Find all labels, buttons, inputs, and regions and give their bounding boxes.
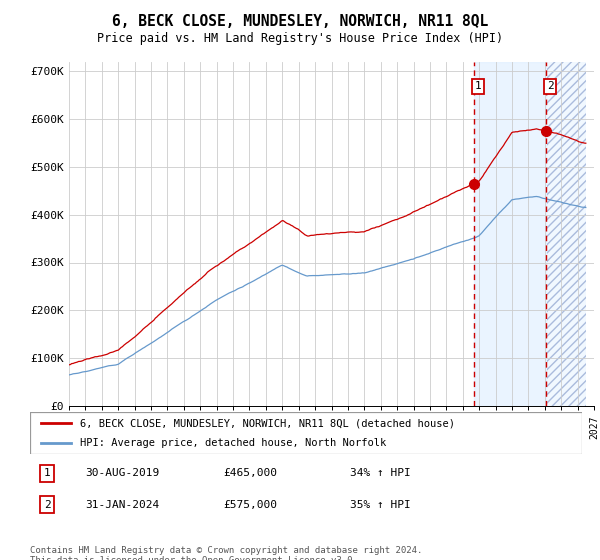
Text: 1: 1 (475, 81, 481, 91)
Text: £575,000: £575,000 (223, 500, 277, 510)
Text: 35% ↑ HPI: 35% ↑ HPI (350, 500, 411, 510)
Text: 6, BECK CLOSE, MUNDESLEY, NORWICH, NR11 8QL (detached house): 6, BECK CLOSE, MUNDESLEY, NORWICH, NR11 … (80, 418, 455, 428)
Text: Price paid vs. HM Land Registry's House Price Index (HPI): Price paid vs. HM Land Registry's House … (97, 32, 503, 45)
Text: 1: 1 (44, 468, 50, 478)
Text: £465,000: £465,000 (223, 468, 277, 478)
Text: 6, BECK CLOSE, MUNDESLEY, NORWICH, NR11 8QL: 6, BECK CLOSE, MUNDESLEY, NORWICH, NR11 … (112, 14, 488, 29)
Text: 2: 2 (44, 500, 50, 510)
Text: 34% ↑ HPI: 34% ↑ HPI (350, 468, 411, 478)
Text: HPI: Average price, detached house, North Norfolk: HPI: Average price, detached house, Nort… (80, 438, 386, 448)
Text: 31-JAN-2024: 31-JAN-2024 (85, 500, 160, 510)
Text: Contains HM Land Registry data © Crown copyright and database right 2024.
This d: Contains HM Land Registry data © Crown c… (30, 546, 422, 560)
Bar (473, 62, 546, 406)
Text: 30-AUG-2019: 30-AUG-2019 (85, 468, 160, 478)
Text: 2: 2 (547, 81, 554, 91)
